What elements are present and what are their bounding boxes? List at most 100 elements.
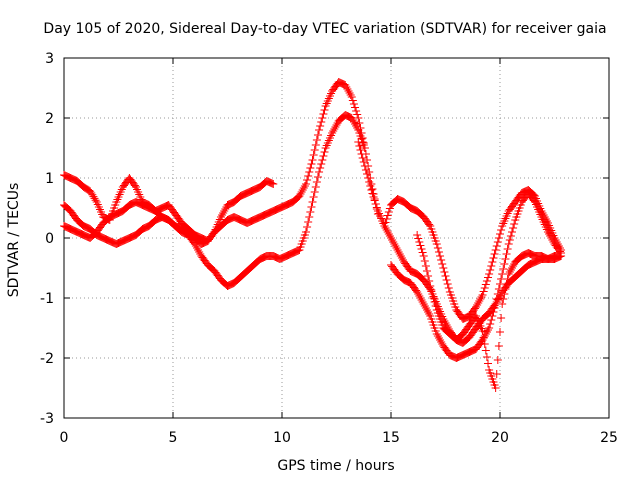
data-point [426,282,435,290]
axis-ticks [63,57,610,419]
chart-title: Day 105 of 2020, Sidereal Day-to-day VTE… [43,21,606,37]
data-point [487,316,496,324]
data-point [480,284,489,292]
data-point [356,146,365,154]
data-point [477,293,486,301]
y-tick-label: 2 [45,111,54,127]
data-point [437,256,446,264]
data-point [425,310,434,318]
data-point [431,302,440,310]
data-point [360,162,369,170]
data-point [442,276,451,284]
data-point [311,141,320,149]
data-point [358,154,367,162]
data-point [320,148,329,156]
data-point [494,234,503,242]
data-point [304,172,313,180]
data-point [502,250,511,258]
series-track-c [60,78,382,245]
data-point [301,180,310,188]
data-point [505,236,514,244]
data-point [349,100,358,108]
data-point [443,280,452,288]
series-track-b [60,111,369,290]
data-point [364,174,373,182]
data-point [478,327,487,335]
data-point [309,151,318,159]
data-point [320,106,329,114]
data-point [496,328,504,336]
data-point [354,138,363,146]
data-point [419,252,428,260]
data-point [351,103,360,112]
data-point [438,260,447,268]
data-point [481,280,490,289]
data-point [430,298,439,306]
data-point [481,346,490,355]
data-point [510,220,519,228]
data-point [497,314,506,322]
series-points [60,78,566,392]
data-point [485,270,494,278]
data-point [352,107,361,115]
data-point [439,264,448,272]
data-point [319,110,328,118]
data-point [361,166,370,174]
x-tick-label: 25 [600,430,618,446]
data-point [493,356,502,364]
data-point [425,220,434,229]
x-tick-label: 15 [382,430,400,446]
data-point [308,198,317,206]
data-point [488,312,497,320]
y-axis-label: SDTVAR / TECUs [6,183,22,298]
data-point [366,182,375,190]
data-point [312,178,321,186]
data-point [385,204,394,213]
y-tick-label: -1 [40,291,54,307]
data-point [306,208,315,216]
data-point [493,238,502,246]
data-point [484,273,493,282]
data-point [414,234,423,243]
data-point [487,262,496,270]
x-tick-label: 20 [491,430,509,446]
data-point [427,286,436,294]
data-point [306,164,315,172]
data-point [486,320,495,328]
data-point [355,119,364,127]
data-point [482,277,491,285]
data-point [357,129,366,137]
data-point [367,186,376,194]
data-point [504,240,513,248]
data-point [300,182,309,190]
data-point [317,118,326,126]
data-point [318,114,327,122]
data-point [301,228,310,236]
data-point [360,144,369,152]
data-point [507,228,516,236]
data-point [436,252,445,260]
data-point [499,265,508,273]
data-point [353,110,362,119]
data-point [363,170,372,178]
data-point [363,156,372,164]
data-point [497,226,506,234]
data-point [359,139,368,147]
data-point [91,196,100,205]
data-point [318,156,327,164]
data-point [369,193,378,201]
data-point [315,126,324,134]
data-point [496,230,504,238]
data-point [307,203,316,211]
data-point [416,241,425,250]
data-point [501,285,510,293]
data-point [357,150,366,158]
data-point [492,370,501,378]
x-axis-label: GPS time / hours [277,458,394,474]
data-point [359,158,368,166]
data-point [417,245,426,253]
data-point [415,238,424,246]
data-point [311,183,320,191]
data-point [424,272,433,280]
data-point [418,248,427,257]
